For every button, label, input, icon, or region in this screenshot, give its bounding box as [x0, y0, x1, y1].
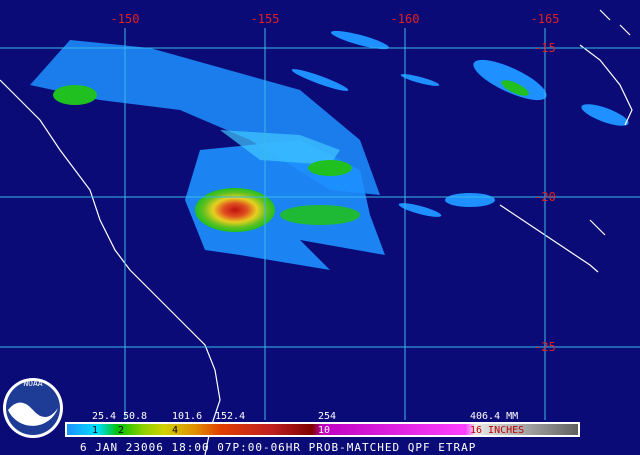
latitude-label: -25 [534, 340, 556, 354]
legend-mm-label: 406.4 MM [470, 411, 518, 422]
longitude-label: -165 [531, 12, 560, 26]
legend-mm-label: 152.4 [215, 411, 245, 422]
legend-mm-label: 254 [318, 411, 336, 422]
logo-text: NOAA [23, 379, 42, 388]
legend-mm-label: 101.6 [172, 411, 202, 422]
noaa-logo: NOAA [3, 378, 63, 438]
graticule [0, 28, 640, 420]
coastline [0, 9, 633, 455]
legend: 25.4 50.8 101.6 152.4 254 406.4 MM 1 2 4… [65, 411, 580, 437]
legend-inch-label: 10 [318, 425, 330, 436]
longitude-label: -155 [251, 12, 280, 26]
longitude-label: -160 [391, 12, 420, 26]
legend-mm-label: 25.4 [92, 411, 116, 422]
caption: 6 JAN 23006 18:00 07P:00-06HR PROB-MATCH… [80, 441, 476, 454]
longitude-label: -150 [111, 12, 140, 26]
legend-inch-label: 1 [92, 425, 98, 436]
legend-inch-label: 2 [118, 425, 124, 436]
latitude-label: -15 [534, 41, 556, 55]
legend-mm-label: 50.8 [123, 411, 147, 422]
precipitation [30, 30, 629, 270]
legend-inch-label: 4 [172, 425, 178, 436]
latitude-label: -20 [534, 190, 556, 204]
color-bar [67, 424, 578, 435]
legend-inch-label: 16 INCHES [470, 425, 524, 436]
